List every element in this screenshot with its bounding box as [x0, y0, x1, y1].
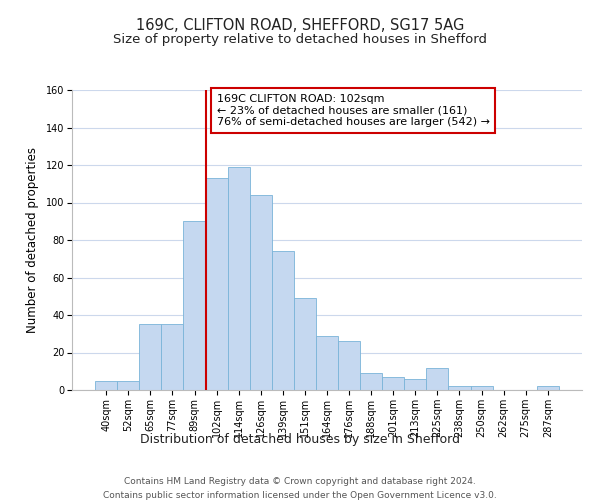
Bar	[294, 298, 316, 390]
Bar	[470, 386, 493, 390]
Bar	[427, 368, 448, 390]
Bar	[95, 380, 117, 390]
Bar	[250, 195, 272, 390]
Bar	[338, 341, 360, 390]
Bar	[404, 379, 427, 390]
Bar	[316, 336, 338, 390]
Text: 169C, CLIFTON ROAD, SHEFFORD, SG17 5AG: 169C, CLIFTON ROAD, SHEFFORD, SG17 5AG	[136, 18, 464, 32]
Bar	[360, 373, 382, 390]
Text: Contains HM Land Registry data © Crown copyright and database right 2024.: Contains HM Land Registry data © Crown c…	[124, 478, 476, 486]
Bar	[206, 178, 227, 390]
Bar	[184, 221, 206, 390]
Y-axis label: Number of detached properties: Number of detached properties	[26, 147, 39, 333]
Bar	[537, 386, 559, 390]
Bar	[139, 324, 161, 390]
Bar	[227, 167, 250, 390]
Bar	[382, 377, 404, 390]
Text: 169C CLIFTON ROAD: 102sqm
← 23% of detached houses are smaller (161)
76% of semi: 169C CLIFTON ROAD: 102sqm ← 23% of detac…	[217, 94, 490, 127]
Text: Distribution of detached houses by size in Shefford: Distribution of detached houses by size …	[140, 432, 460, 446]
Bar	[448, 386, 470, 390]
Text: Size of property relative to detached houses in Shefford: Size of property relative to detached ho…	[113, 32, 487, 46]
Text: Contains public sector information licensed under the Open Government Licence v3: Contains public sector information licen…	[103, 491, 497, 500]
Bar	[117, 380, 139, 390]
Bar	[161, 324, 184, 390]
Bar	[272, 251, 294, 390]
